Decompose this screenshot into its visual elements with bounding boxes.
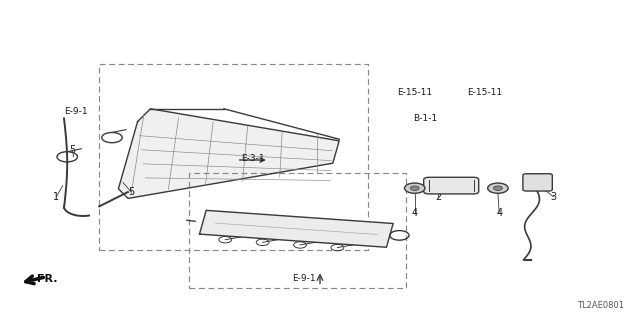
Text: FR.: FR. (37, 274, 58, 284)
Text: E-15-11: E-15-11 (468, 88, 502, 97)
Circle shape (404, 183, 425, 193)
Text: 3: 3 (550, 192, 557, 202)
Text: E-3-1: E-3-1 (241, 154, 264, 163)
Text: E-9-1: E-9-1 (292, 274, 316, 283)
Text: B-1-1: B-1-1 (413, 114, 438, 123)
Text: TL2AE0801: TL2AE0801 (577, 301, 624, 310)
Text: 4: 4 (412, 208, 418, 218)
FancyBboxPatch shape (424, 177, 479, 194)
Text: 1: 1 (53, 192, 60, 202)
Text: 4: 4 (496, 208, 502, 218)
Text: E-15-11: E-15-11 (397, 88, 432, 97)
Circle shape (493, 186, 502, 190)
Circle shape (410, 186, 419, 190)
Circle shape (488, 183, 508, 193)
Polygon shape (118, 109, 339, 198)
Text: 5: 5 (69, 145, 76, 156)
Polygon shape (200, 210, 393, 247)
Text: 5: 5 (128, 187, 134, 197)
Text: E-9-1: E-9-1 (64, 108, 87, 116)
Text: 2: 2 (435, 192, 442, 202)
FancyBboxPatch shape (523, 174, 552, 191)
